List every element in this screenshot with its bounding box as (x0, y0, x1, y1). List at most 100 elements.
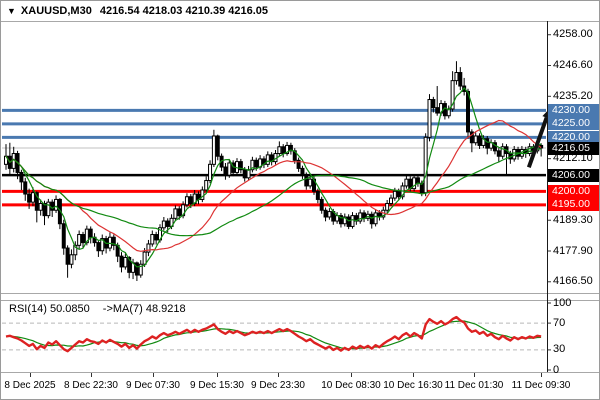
candle-bear (134, 262, 139, 276)
candle-bear (466, 90, 470, 133)
candle-bear (127, 256, 132, 273)
time-tick-mark (30, 373, 31, 377)
price-tick-label: 4235.20 (553, 89, 593, 102)
candle-bull (150, 234, 155, 245)
candle-bear (27, 193, 32, 203)
candle-bear (496, 150, 501, 157)
candle-bear (242, 169, 247, 179)
rsi-ma-value-label: ->MA(7) 48.9218 (102, 303, 186, 315)
candle-bear (188, 196, 193, 204)
candle-bull (30, 192, 35, 203)
candle-bear (458, 72, 463, 87)
candle-bull (427, 99, 432, 138)
candle-bear (254, 159, 259, 168)
time-axis-label: 9 Dec 15:30 (190, 380, 244, 391)
candle-bull (265, 154, 270, 165)
candle-bull (107, 236, 112, 249)
candle-bear (154, 234, 159, 241)
candle-bull (208, 163, 213, 182)
chart-symbol-period: XAUUSD,M30 (20, 5, 92, 17)
candle-bull (142, 251, 147, 265)
candle-bull (161, 220, 166, 229)
candle-bear (338, 215, 343, 225)
candle-bear (492, 142, 497, 152)
time-tick-mark (413, 373, 414, 377)
trend-arrow-shaft[interactable] (526, 116, 549, 168)
price-tick-label: 4246.60 (553, 59, 593, 71)
candle-bull (350, 215, 355, 227)
candle-bear (96, 242, 101, 252)
candle-bull (146, 243, 151, 253)
candle-bear (477, 135, 482, 146)
candle-bull (327, 211, 332, 218)
rsi-tick-label: 100 (553, 296, 572, 309)
time-tick-mark (474, 373, 475, 377)
main-pane[interactable] (2, 61, 546, 281)
candle-bull (342, 216, 347, 225)
candle-bull (373, 212, 378, 225)
price-tick-label: 4212.10 (553, 152, 593, 165)
price-tick-label: 4177.90 (553, 244, 593, 257)
time-axis-label: 9 Dec 23:30 (251, 380, 305, 391)
ma-20-line (5, 119, 542, 252)
candle-bear (300, 167, 305, 176)
candle-bear (315, 190, 320, 200)
candle-bull (184, 196, 189, 206)
candle-bear (42, 202, 47, 217)
time-axis-label: 10 Dec 08:30 (321, 380, 381, 391)
candle-bull (404, 178, 409, 187)
chart-ohlc-values: 4216.54 4218.03 4210.39 4216.05 (99, 5, 269, 17)
candle-bull (412, 177, 417, 190)
candle-bull (84, 228, 89, 244)
pane-separator-bottom[interactable] (1, 300, 599, 301)
rsi-tick-label: 0 (553, 363, 560, 376)
rsi-pane[interactable] (2, 315, 546, 353)
candle-bear (396, 190, 401, 198)
candle-bear (111, 236, 116, 246)
candle-bull (204, 180, 209, 191)
time-axis-label: 11 Dec 01:30 (444, 380, 504, 391)
candle-bull (454, 72, 459, 82)
candle-bear (281, 146, 286, 155)
symbol-dropdown-icon[interactable]: ▼ (7, 6, 16, 16)
candle-bear (23, 181, 28, 195)
candle-bull (227, 162, 232, 176)
candle-bear (19, 171, 24, 183)
candlesticks-layer (4, 61, 544, 281)
candle-bear (88, 228, 93, 238)
candle-bear (34, 192, 39, 211)
candle-bear (435, 107, 440, 114)
candle-bull (73, 244, 78, 256)
candle-bull (211, 135, 216, 165)
time-axis-label: 8 Dec 22:30 (64, 380, 118, 391)
price-badge-4206.00: 4206.00 (548, 168, 599, 182)
price-tick-label: 4258.00 (553, 28, 593, 41)
candle-bull (423, 136, 428, 194)
candle-bear (65, 247, 70, 265)
price-badge-4216.05: 4216.05 (548, 141, 599, 155)
candle-bull (527, 146, 532, 155)
time-axis-label: 9 Dec 07:30 (126, 380, 180, 391)
candle-bull (250, 159, 255, 171)
price-badge-4225.00: 4225.00 (548, 117, 599, 131)
rsi-tick-label: 30 (553, 343, 566, 356)
candle-bull (38, 202, 43, 211)
ma-5-line (5, 86, 542, 268)
candle-bear (323, 209, 328, 218)
candle-bull (77, 234, 82, 246)
rsi-ma-line (5, 320, 542, 350)
time-axis-label: 11 Dec 09:30 (511, 380, 571, 391)
candle-bull (69, 254, 74, 265)
candle-bear (223, 166, 228, 176)
rsi-line (5, 315, 542, 353)
candle-bear (346, 216, 351, 227)
candle-bull (392, 190, 397, 199)
pane-separator-top[interactable] (1, 293, 599, 294)
candle-bear (119, 255, 124, 268)
price-badge-4220.00: 4220.00 (548, 130, 599, 144)
time-tick-mark (278, 373, 279, 377)
price-badge-4200.00: 4200.00 (548, 184, 599, 198)
time-axis-label: 8 Dec 2025 (4, 380, 56, 391)
